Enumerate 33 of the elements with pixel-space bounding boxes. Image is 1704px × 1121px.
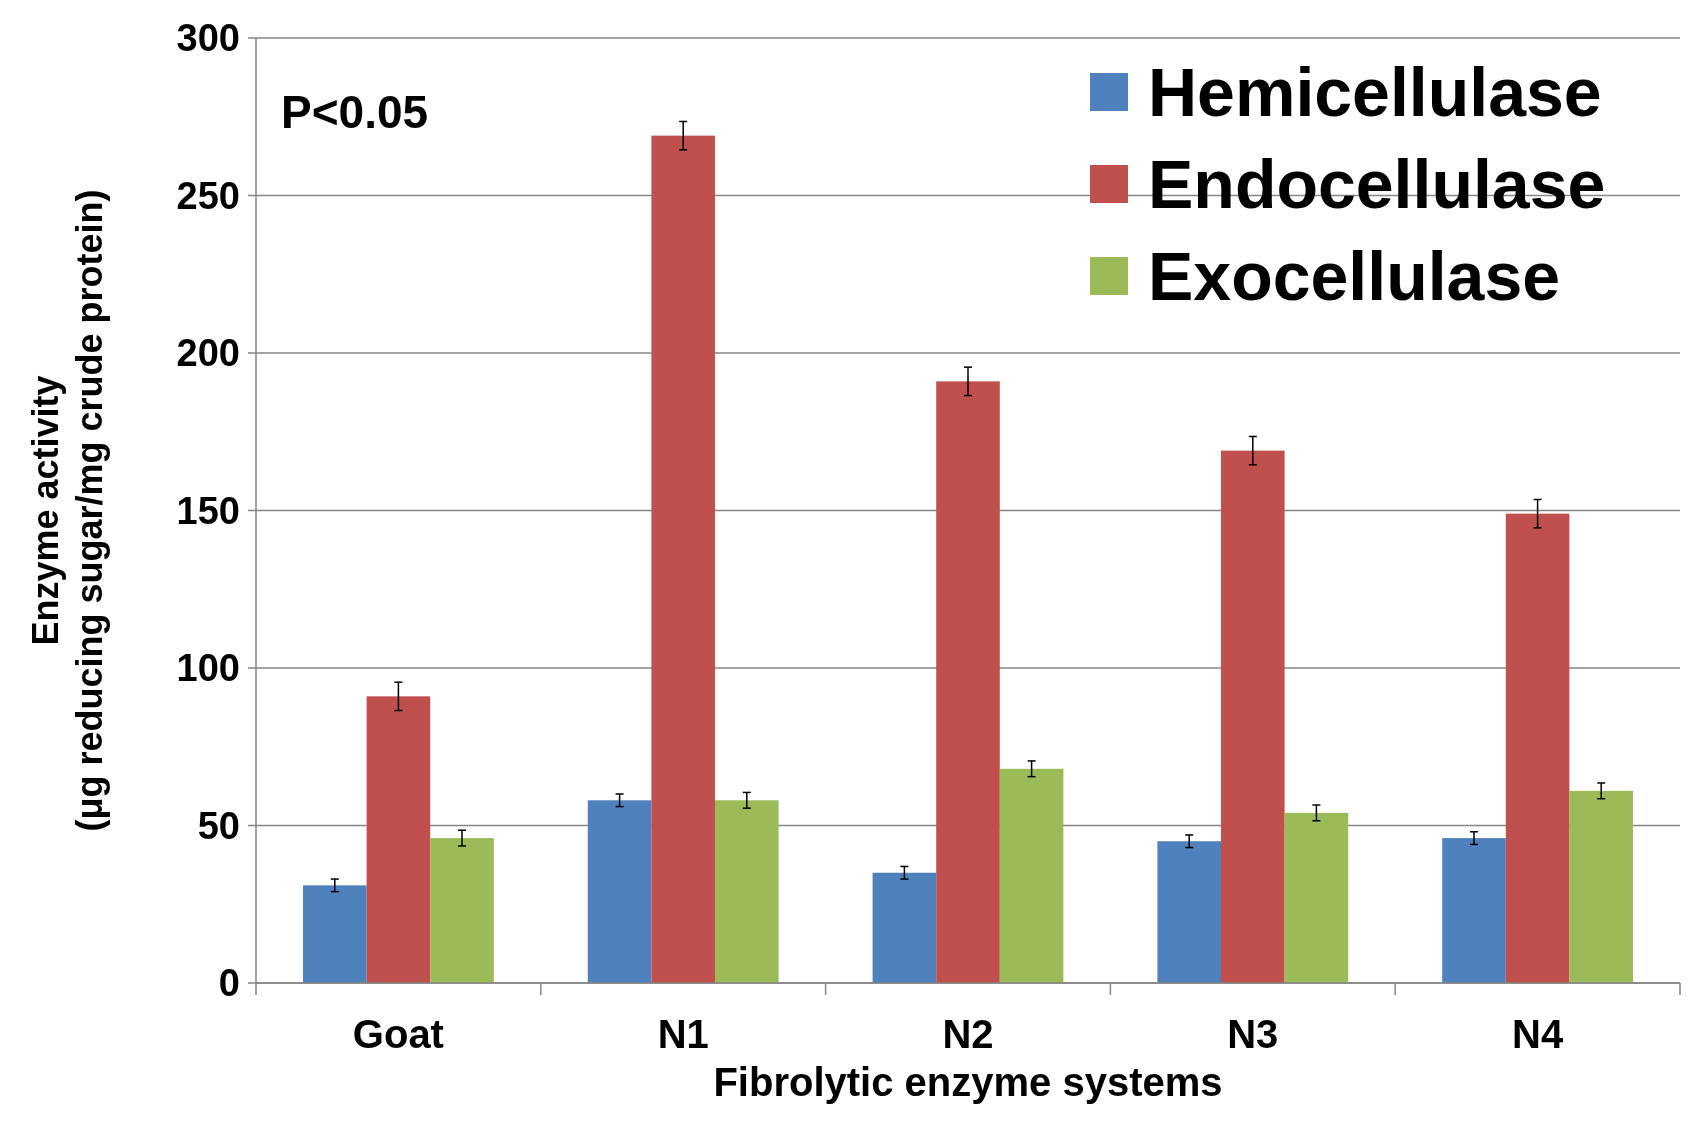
y-tick-label: 300 [176, 17, 240, 60]
y-tick-label: 100 [176, 647, 240, 690]
bar [872, 872, 937, 983]
bar [936, 381, 1000, 983]
bar [587, 800, 652, 983]
bar [366, 696, 431, 983]
y-tick-label: 50 [197, 804, 240, 847]
legend-label: Hemicellulase [1148, 53, 1602, 130]
legend-label: Endocellulase [1148, 145, 1606, 222]
bar [651, 135, 715, 983]
x-tick-label: N2 [942, 1012, 994, 1056]
bar [715, 800, 779, 983]
bar [302, 885, 367, 983]
x-tick-label: N4 [1512, 1012, 1564, 1056]
legend-label: Exocellulase [1148, 237, 1561, 314]
y-axis-title: Enzyme activity (μg reducing sugar/mg crude protein) [25, 189, 110, 832]
bar [430, 838, 494, 983]
bar [1505, 513, 1570, 983]
bar [1284, 812, 1349, 983]
y-tick-label: 200 [176, 332, 240, 375]
x-tick-label: Goat [352, 1012, 444, 1056]
x-tick-label: N3 [1227, 1012, 1279, 1056]
x-tick-label: N1 [657, 1012, 709, 1056]
y-tick-label: 250 [176, 174, 240, 217]
x-axis-title: Fibrolytic enzyme systems [713, 1060, 1223, 1104]
y-tick-label: 0 [218, 962, 240, 1005]
bar [999, 768, 1064, 983]
y-tick-label: 150 [176, 489, 240, 532]
bar [1442, 838, 1506, 983]
bar [1569, 790, 1634, 983]
annotation: P<0.05 [281, 86, 429, 138]
bar [1157, 841, 1221, 983]
bar [1221, 450, 1285, 983]
